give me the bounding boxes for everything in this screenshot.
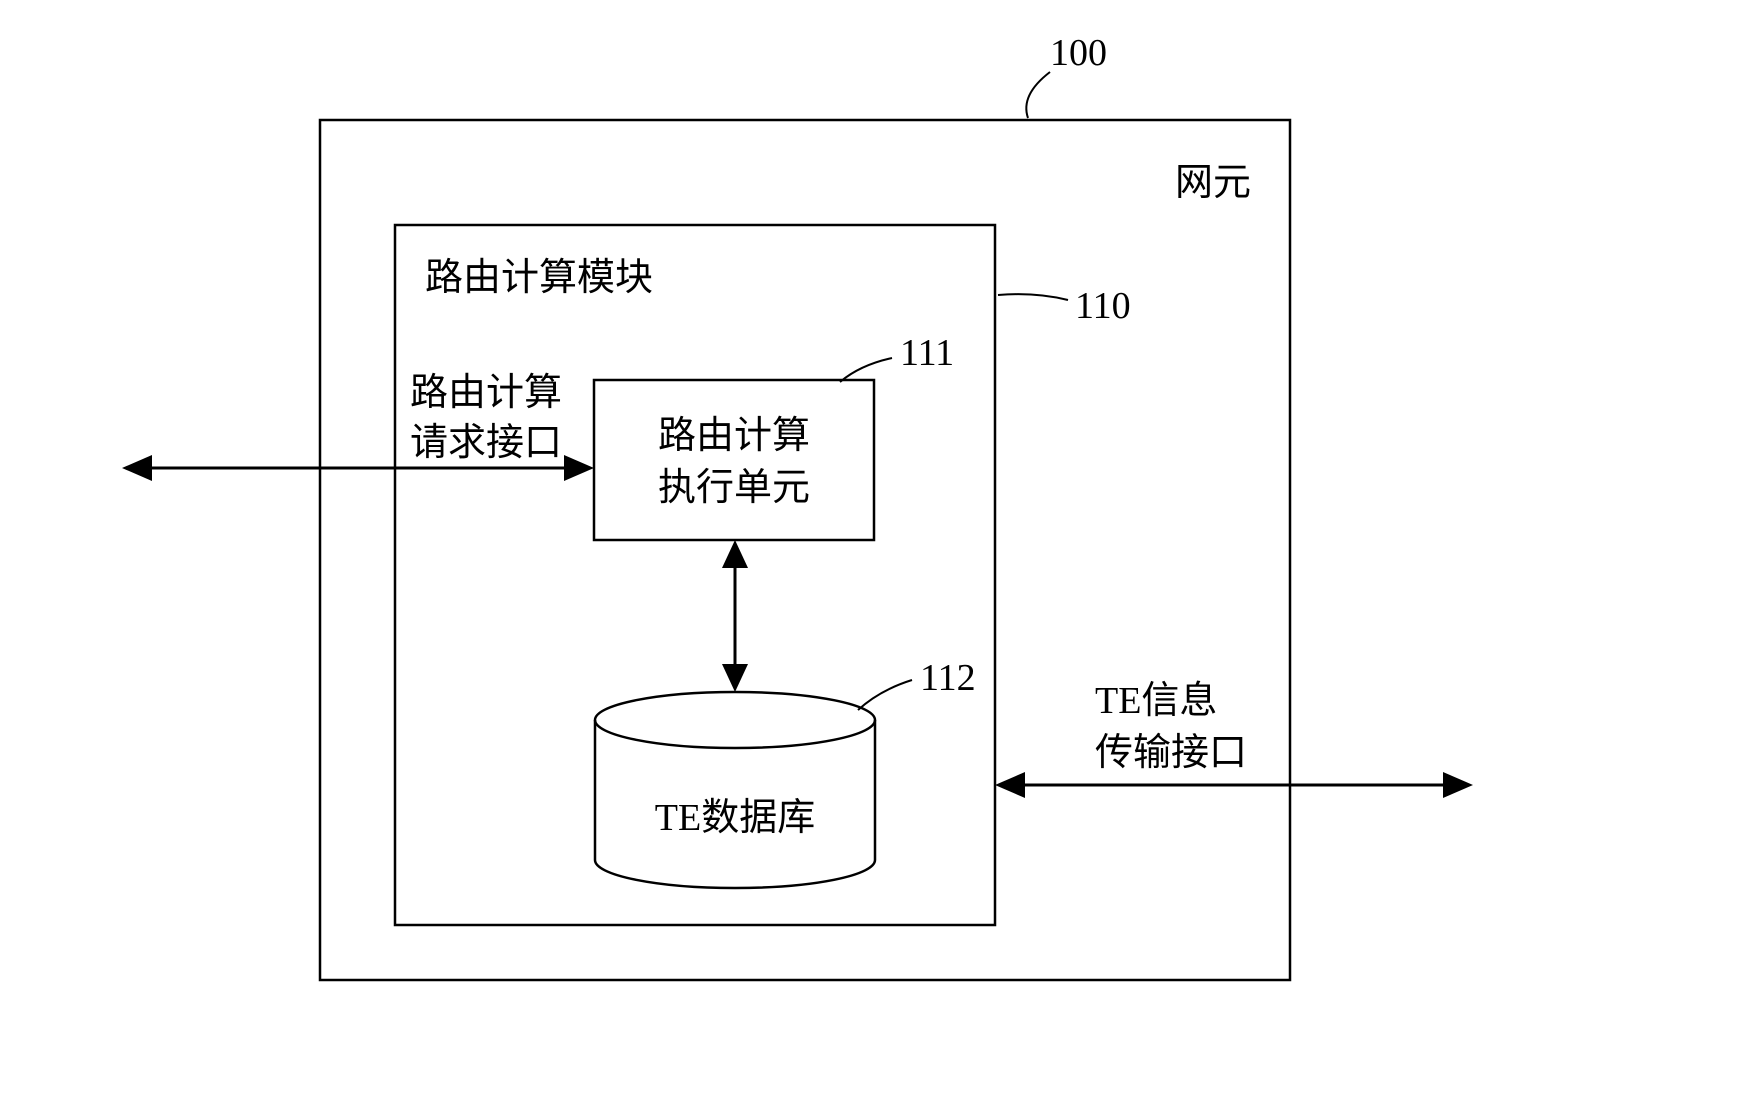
exec-unit-label-1: 路由计算 [658, 415, 810, 457]
ref-111-leader [840, 358, 892, 382]
ref-100: 100 [1050, 32, 1107, 74]
ref-112-leader [858, 680, 912, 710]
left-arrow-label-2: 请求接口 [410, 422, 562, 464]
ref-110: 110 [1075, 285, 1131, 327]
outer-box-label: 网元 [1175, 162, 1251, 204]
inner-box-label: 路由计算模块 [425, 257, 653, 299]
ref-100-leader [1026, 72, 1050, 118]
te-db-label: TE数据库 [655, 797, 815, 839]
right-arrow-label-1: TE信息 [1095, 680, 1217, 722]
ref-111: 111 [900, 332, 954, 374]
right-arrow [995, 772, 1473, 798]
ref-110-leader [998, 294, 1068, 300]
exec-unit-label-2: 执行单元 [658, 467, 810, 509]
outer-box [320, 120, 1290, 980]
te-database [595, 692, 875, 888]
vertical-arrow [722, 540, 748, 692]
ref-112: 112 [920, 657, 976, 699]
exec-unit-box [594, 380, 874, 540]
left-arrow-label-1: 路由计算 [410, 372, 562, 414]
right-arrow-label-2: 传输接口 [1095, 732, 1247, 774]
